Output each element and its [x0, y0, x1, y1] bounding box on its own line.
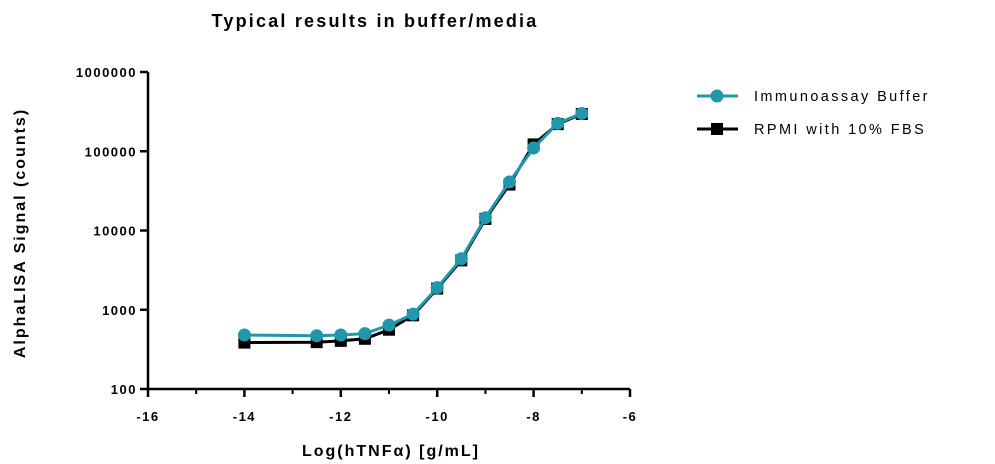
y-tick-label: 100000 — [85, 144, 137, 159]
y-axis-ticks: 100 1000 10000 100000 1000000 — [76, 65, 148, 397]
x-tick-label: -6 — [623, 409, 638, 424]
data-point — [237, 328, 251, 342]
y-tick-label: 100 — [111, 382, 137, 397]
y-axis-label: AlphaLISA Signal (counts) — [12, 108, 29, 358]
x-axis-label: Log(hTNFα) [g/mL] — [302, 443, 480, 460]
legend-item: Immunoassay Buffer — [697, 89, 930, 105]
data-point — [382, 318, 396, 332]
series-layer — [237, 106, 589, 349]
x-tick-label: -8 — [526, 409, 541, 424]
data-point — [310, 329, 324, 343]
data-point — [430, 281, 444, 295]
x-tick-label: -16 — [136, 409, 159, 424]
legend-marker — [711, 123, 723, 135]
x-tick-label: -14 — [233, 409, 256, 424]
data-point — [454, 252, 468, 266]
y-tick-label: 1000 — [102, 303, 137, 318]
data-point — [406, 307, 420, 321]
legend-label: Immunoassay Buffer — [754, 89, 930, 105]
series-immunoassay-buffer — [237, 106, 589, 343]
x-tick-label: -12 — [329, 409, 352, 424]
legend-label: RPMI with 10% FBS — [754, 122, 926, 138]
data-point — [334, 328, 348, 342]
y-tick-label: 1000000 — [76, 65, 137, 80]
data-point — [358, 327, 372, 341]
x-tick-label: -10 — [426, 409, 449, 424]
data-point — [575, 106, 589, 120]
legend-marker — [710, 89, 724, 103]
x-axis-ticks: -16 -14 -12 -10 -8 -6 — [136, 389, 638, 424]
data-point — [551, 116, 565, 130]
legend-item: RPMI with 10% FBS — [697, 122, 926, 138]
data-point — [478, 211, 492, 225]
data-point — [503, 175, 516, 189]
chart-title: Typical results in buffer/media — [212, 11, 539, 31]
data-point — [527, 141, 541, 155]
legend: Immunoassay Buffer RPMI with 10% FBS — [697, 89, 930, 138]
y-tick-label: 10000 — [93, 224, 137, 239]
